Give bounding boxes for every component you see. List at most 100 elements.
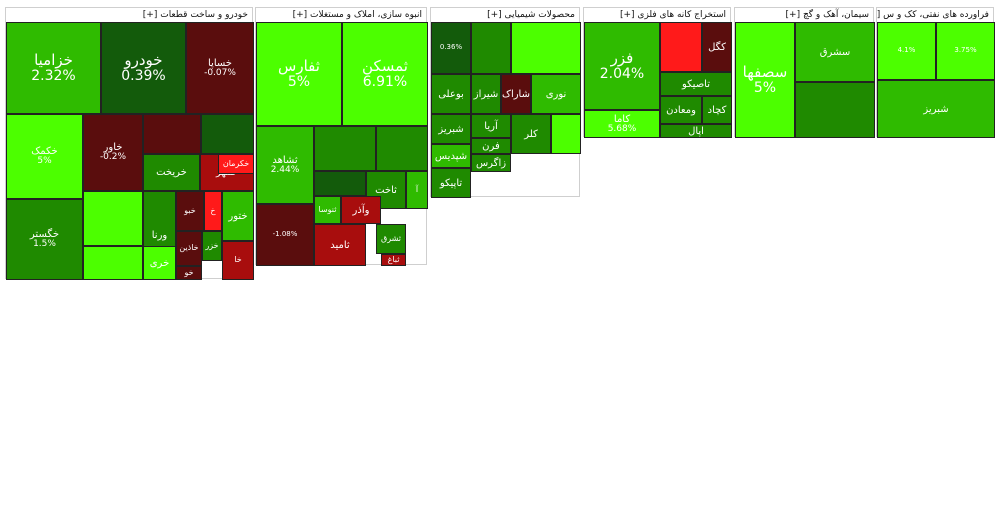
stock-symbol: تاصیکو [681, 78, 711, 90]
stock-change-percent: 5% [287, 73, 311, 90]
stock-symbol: فرن [482, 140, 500, 152]
stock-tile[interactable]: ختور [222, 191, 254, 241]
stock-symbol: کاما [613, 113, 631, 125]
stock-tile[interactable]: فزر 2.04% [584, 22, 660, 110]
stock-tile[interactable]: شیراز [471, 74, 501, 114]
stock-tile[interactable]: خکمک 5% [6, 114, 83, 199]
stock-tile[interactable]: کگل [702, 22, 732, 72]
stock-tile[interactable] [795, 82, 875, 138]
stock-tile[interactable]: خ [204, 191, 222, 231]
stock-symbol: تاپیکو [439, 177, 463, 189]
stock-tile[interactable] [314, 126, 376, 171]
stock-tile[interactable]: آ [406, 171, 428, 209]
stock-symbol: زاگرس [475, 157, 507, 169]
stock-tile[interactable] [314, 171, 366, 196]
stock-symbol: شبریز [438, 123, 464, 135]
sector-title[interactable]: فراورده های نفتی، کک و س [+] [877, 8, 993, 22]
sector-title[interactable]: خودرو و ساخت قطعات [+] [6, 8, 252, 22]
sector-title[interactable]: انبوه سازی، املاک و مستغلات [+] [256, 8, 426, 22]
sector-petroleum-products: فراورده های نفتی، کک و س [+] 4.1% 3.75% شب… [876, 7, 995, 138]
stock-tile[interactable]: 0.36% [431, 22, 471, 74]
stock-tile[interactable]: شپدیس [431, 144, 471, 168]
stock-symbol: سصفها [742, 63, 788, 82]
stock-tile[interactable]: خزامیا 2.32% [6, 22, 101, 114]
stock-tile[interactable]: -1.08% [256, 204, 314, 266]
stock-symbol: شیراز [473, 88, 499, 100]
stock-tile[interactable]: آریا [471, 114, 511, 138]
stock-symbol: ورنا [151, 230, 168, 241]
stock-symbol: ثشرق [381, 233, 401, 243]
stock-change-percent: -0.2% [99, 152, 127, 163]
stock-tile[interactable]: شبریز [877, 80, 995, 138]
stock-change-percent: 2.44% [270, 164, 300, 175]
stock-tile[interactable]: خاذین [176, 231, 202, 266]
stock-tile[interactable]: خری [143, 246, 176, 280]
stock-symbol: کچاد [707, 104, 727, 116]
sector-title[interactable]: سیمان، آهک و گچ [+] [735, 8, 873, 22]
stock-tile[interactable] [660, 22, 702, 72]
stock-tile[interactable]: نوری [531, 74, 581, 114]
stock-change-percent: 5% [753, 79, 777, 96]
stock-tile[interactable]: سشرق [795, 22, 875, 82]
stock-tile[interactable]: ومعادن [660, 96, 702, 124]
stock-tile[interactable]: خزر [202, 231, 222, 261]
stock-change-percent: 0.39% [121, 67, 166, 84]
stock-symbol: ومعادن [666, 104, 696, 116]
stock-symbol: ثاخت [375, 184, 397, 196]
stock-symbol: خریخت [156, 167, 187, 178]
stock-tile[interactable]: خبو [176, 191, 204, 231]
stock-symbol: شبریز [923, 103, 949, 115]
stock-tile[interactable]: کچاد [702, 96, 732, 124]
stock-symbol: ختور [228, 210, 248, 222]
stock-tile[interactable]: شبریز [431, 114, 471, 144]
stock-tile[interactable]: خکرمان [218, 154, 254, 174]
stock-tile[interactable] [376, 126, 428, 171]
stock-tile[interactable]: خساپا -0.07% [186, 22, 254, 114]
stock-tile[interactable]: تاصیکو [660, 72, 732, 96]
stock-tile[interactable]: ثامید [314, 224, 366, 266]
stock-tile[interactable] [143, 114, 201, 154]
stock-tile[interactable]: تاپیکو [431, 168, 471, 198]
stock-tile[interactable]: ثنوسا [314, 196, 341, 224]
stock-tile[interactable]: سصفها 5% [735, 22, 795, 138]
stock-symbol: وآذر [352, 204, 370, 216]
stock-tile[interactable] [551, 114, 581, 154]
stock-tile[interactable]: خا [222, 241, 254, 280]
stock-tile[interactable]: زاگرس [471, 154, 511, 172]
stock-tile[interactable] [511, 22, 581, 74]
stock-tile[interactable]: خریخت [143, 154, 200, 191]
stock-tile[interactable]: وآذر [341, 196, 381, 224]
sector-title[interactable]: استخراج کانه های فلزی [+] [584, 8, 730, 22]
stock-tile[interactable]: کلر [511, 114, 551, 154]
stock-tile[interactable]: ثمسکن 6.91% [342, 22, 428, 126]
stock-symbol: نوری [545, 88, 567, 100]
stock-tile[interactable]: کاما 5.68% [584, 110, 660, 138]
stock-tile[interactable] [201, 114, 254, 154]
stock-tile[interactable]: خگستر 1.5% [6, 199, 83, 280]
stock-change-percent: 5.68% [607, 123, 637, 134]
stock-tile[interactable] [83, 246, 143, 280]
stock-tile[interactable]: 4.1% [877, 22, 936, 80]
stock-tile[interactable]: ثشرق [376, 224, 406, 254]
stock-tile[interactable]: ثفارس 5% [256, 22, 342, 126]
stock-tile[interactable] [83, 191, 143, 246]
stock-tile[interactable]: خاور -0.2% [83, 114, 143, 191]
stock-symbol: خری [149, 257, 170, 269]
stock-tile[interactable]: خودرو 0.39% [101, 22, 186, 114]
stock-tile[interactable]: ثشاهد 2.44% [256, 126, 314, 204]
stock-tile[interactable]: ثباغ [381, 254, 406, 266]
stock-tile[interactable] [471, 22, 511, 74]
stock-tile[interactable]: فرن [471, 138, 511, 154]
stock-tile[interactable]: اپال [660, 124, 732, 138]
stock-symbol: خاور [103, 142, 123, 154]
sector-metal-ore-mining: استخراج کانه های فلزی [+] فزر 2.04% کگل تاص… [583, 7, 732, 138]
stock-tile[interactable]: 3.75% [936, 22, 995, 80]
stock-change-percent: 3.75% [954, 46, 977, 55]
stock-symbol: ثامید [330, 239, 350, 251]
stock-tile[interactable]: بوعلی [431, 74, 471, 114]
sector-title[interactable]: محصولات شیمیایی [+] [431, 8, 579, 22]
stock-change-percent: 2.32% [31, 67, 76, 84]
stock-tile[interactable]: شاراک [501, 74, 531, 114]
stock-symbol: خساپا [208, 57, 232, 69]
stock-tile[interactable]: خو [176, 266, 202, 280]
